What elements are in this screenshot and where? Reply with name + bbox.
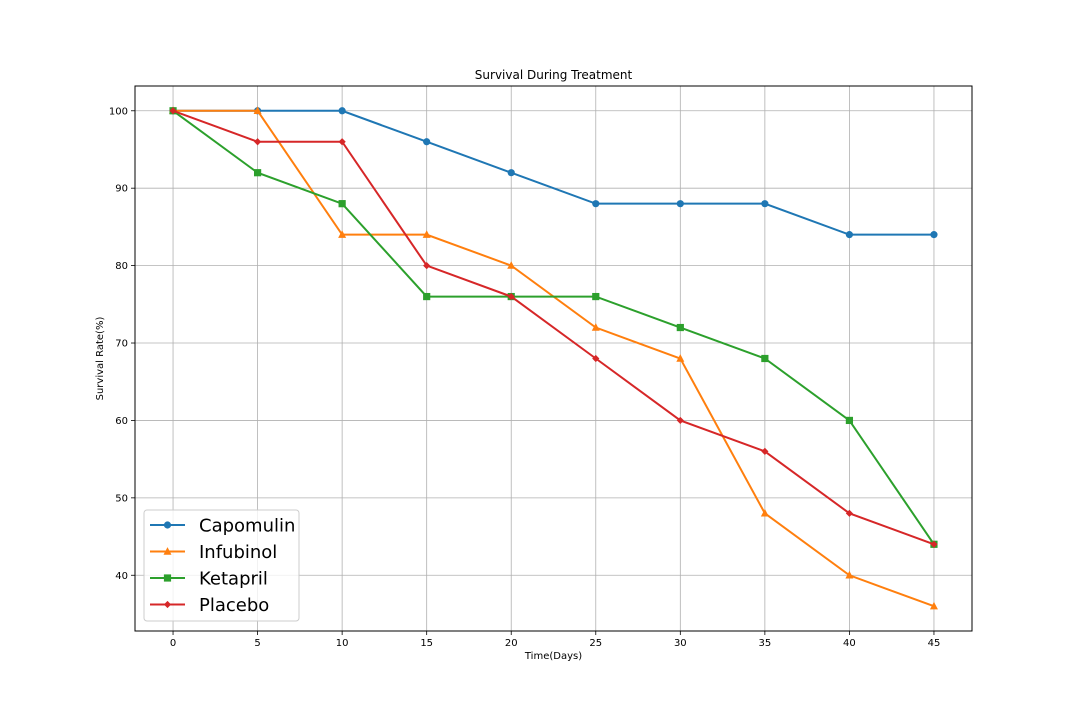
x-tick-label: 25 bbox=[589, 638, 602, 649]
x-tick-label: 40 bbox=[843, 638, 856, 649]
data-point bbox=[761, 354, 769, 363]
data-point bbox=[929, 601, 938, 610]
data-point bbox=[338, 200, 346, 208]
series-lines bbox=[169, 106, 938, 610]
data-point bbox=[423, 292, 431, 301]
legend-label: Ketapril bbox=[199, 569, 268, 590]
y-tick-label: 80 bbox=[115, 261, 128, 272]
plot-area-frame bbox=[134, 85, 973, 632]
y-tick-label: 60 bbox=[115, 416, 128, 427]
data-point bbox=[676, 354, 685, 362]
legend-marker bbox=[163, 600, 172, 609]
data-point bbox=[676, 200, 684, 208]
y-tick-label: 90 bbox=[115, 184, 128, 195]
legend-marker bbox=[163, 574, 172, 582]
data-point bbox=[845, 509, 854, 517]
legend: Capomulin Infubinol Ketapril Placebo bbox=[143, 509, 300, 622]
data-point bbox=[676, 416, 684, 425]
x-tick-label: 15 bbox=[420, 638, 433, 649]
data-point bbox=[592, 292, 600, 301]
legend-item-capomulin: Capomulin bbox=[150, 516, 295, 537]
data-point bbox=[930, 540, 938, 548]
data-point bbox=[760, 508, 769, 517]
data-point bbox=[338, 138, 346, 146]
y-tick-label: 40 bbox=[115, 571, 128, 582]
y-tick-label: 100 bbox=[109, 106, 128, 117]
legend-box bbox=[143, 509, 300, 622]
data-point bbox=[423, 138, 431, 146]
legend-item-placebo: Placebo bbox=[150, 595, 269, 616]
legend-label: Capomulin bbox=[199, 516, 295, 537]
x-tick-label: 0 bbox=[170, 638, 176, 649]
data-point bbox=[676, 323, 684, 332]
data-point bbox=[591, 323, 600, 331]
data-point bbox=[422, 230, 431, 238]
y-axis-label: Survival Rate(%) bbox=[95, 317, 106, 401]
data-point bbox=[338, 107, 346, 115]
x-tick-label: 45 bbox=[928, 638, 941, 649]
legend-item-infubinol: Infubinol bbox=[150, 542, 277, 563]
y-tick-label: 70 bbox=[115, 339, 128, 350]
data-point bbox=[845, 231, 854, 239]
data-point bbox=[253, 138, 262, 146]
data-point bbox=[253, 169, 262, 177]
y-axis-ticks: 40 50 60 70 80 90 100 bbox=[109, 106, 135, 582]
data-point bbox=[761, 200, 769, 208]
data-point bbox=[507, 292, 515, 301]
data-point bbox=[338, 230, 347, 238]
series-placebo bbox=[169, 107, 938, 548]
data-point bbox=[761, 447, 769, 455]
x-tick-label: 5 bbox=[254, 638, 260, 649]
y-tick-label: 50 bbox=[115, 493, 128, 504]
x-tick-label: 35 bbox=[758, 638, 771, 649]
legend-marker bbox=[163, 547, 172, 555]
series-line bbox=[172, 109, 935, 545]
data-point bbox=[169, 107, 177, 115]
data-point bbox=[930, 231, 938, 239]
series-line bbox=[173, 109, 934, 236]
data-point bbox=[592, 200, 600, 208]
x-tick-label: 20 bbox=[505, 638, 518, 649]
x-tick-label: 30 bbox=[674, 638, 687, 649]
x-axis-label: Time(Days) bbox=[524, 651, 582, 662]
x-tick-label: 10 bbox=[336, 638, 349, 649]
data-point bbox=[592, 354, 600, 363]
chart-title: Survival During Treatment bbox=[475, 68, 633, 82]
data-point bbox=[253, 106, 262, 114]
legend-label: Infubinol bbox=[199, 542, 277, 563]
data-point bbox=[845, 570, 854, 579]
series-line bbox=[172, 109, 935, 546]
data-point bbox=[845, 416, 854, 425]
series-capomulin bbox=[169, 107, 938, 239]
legend-item-ketapril: Ketapril bbox=[150, 569, 268, 590]
data-point bbox=[507, 261, 516, 269]
data-point bbox=[507, 169, 515, 177]
legend-label: Placebo bbox=[199, 595, 269, 616]
legend-marker bbox=[163, 521, 172, 529]
data-point bbox=[423, 262, 431, 270]
x-axis-ticks: 0 5 10 15 20 25 30 35 40 45 bbox=[170, 631, 940, 649]
